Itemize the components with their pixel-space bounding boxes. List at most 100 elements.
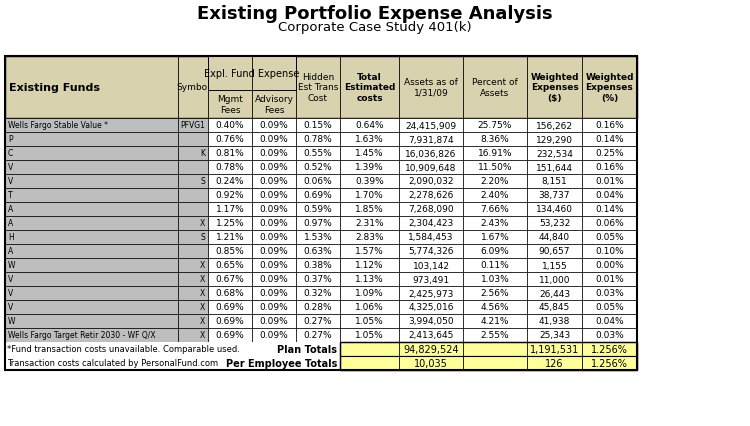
Text: 2,425,973: 2,425,973 [408, 289, 454, 298]
Text: 0.78%: 0.78% [304, 135, 332, 144]
Text: 1.05%: 1.05% [356, 317, 384, 326]
Text: 38,737: 38,737 [538, 191, 570, 200]
Text: A: A [8, 247, 14, 256]
Bar [252, 147, 296, 161]
Bar [178, 300, 208, 314]
Bar [399, 245, 463, 259]
Bar [527, 259, 582, 272]
Bar [5, 202, 178, 216]
Bar [5, 314, 178, 328]
Bar [5, 286, 178, 300]
Bar [463, 119, 527, 132]
Text: 4.21%: 4.21% [481, 317, 509, 326]
Bar [5, 132, 178, 147]
Bar [296, 216, 340, 230]
Bar [5, 328, 178, 342]
Text: 8.36%: 8.36% [481, 135, 509, 144]
Bar [296, 286, 340, 300]
Text: X: X [200, 303, 205, 312]
Bar [5, 57, 637, 119]
Bar [178, 286, 208, 300]
Text: 0.06%: 0.06% [596, 219, 624, 228]
Text: V: V [8, 289, 14, 298]
Text: 129,290: 129,290 [536, 135, 573, 144]
Text: Assets as of
1/31/09: Assets as of 1/31/09 [404, 78, 458, 98]
Bar [5, 230, 178, 245]
Bar [296, 230, 340, 245]
Bar [463, 328, 527, 342]
Text: 0.11%: 0.11% [481, 261, 509, 270]
Bar [463, 132, 527, 147]
Text: 3,994,050: 3,994,050 [408, 317, 454, 326]
Text: 1.12%: 1.12% [356, 261, 384, 270]
Text: Plan Totals: Plan Totals [277, 344, 337, 354]
Text: 0.10%: 0.10% [596, 247, 624, 256]
Bar [399, 314, 463, 328]
Bar [582, 230, 637, 245]
Text: 0.05%: 0.05% [596, 303, 624, 312]
Text: 25,343: 25,343 [538, 331, 570, 340]
Bar [5, 259, 178, 272]
Bar [340, 147, 399, 161]
Text: 1,584,453: 1,584,453 [408, 233, 454, 242]
Text: 0.32%: 0.32% [304, 289, 332, 298]
Bar [296, 259, 340, 272]
Text: 24,415,909: 24,415,909 [406, 121, 457, 130]
Bar [527, 175, 582, 189]
Bar [340, 132, 399, 147]
Bar [208, 286, 252, 300]
Text: 0.68%: 0.68% [216, 289, 244, 298]
Text: 0.09%: 0.09% [260, 205, 288, 214]
Bar [399, 147, 463, 161]
Text: 0.03%: 0.03% [596, 331, 624, 340]
Text: X: X [200, 289, 205, 298]
Text: 2.55%: 2.55% [481, 331, 509, 340]
Bar [208, 189, 252, 202]
Bar [296, 202, 340, 216]
Text: 5,774,326: 5,774,326 [408, 247, 454, 256]
Bar [582, 189, 637, 202]
Bar [527, 328, 582, 342]
Bar [340, 119, 399, 132]
Bar [5, 272, 178, 286]
Bar [582, 286, 637, 300]
Text: 10,035: 10,035 [414, 358, 448, 368]
Text: 0.97%: 0.97% [304, 219, 332, 228]
Text: 0.65%: 0.65% [216, 261, 244, 270]
Bar [340, 328, 399, 342]
Text: 0.81%: 0.81% [216, 149, 244, 158]
Text: 45,845: 45,845 [538, 303, 570, 312]
Bar [340, 300, 399, 314]
Bar [296, 132, 340, 147]
Text: Advisory
Fees: Advisory Fees [254, 95, 293, 115]
Text: 53,232: 53,232 [538, 219, 570, 228]
Text: 0.04%: 0.04% [596, 191, 624, 200]
Text: 0.09%: 0.09% [260, 331, 288, 340]
Bar [340, 216, 399, 230]
Bar [252, 132, 296, 147]
Text: 41,938: 41,938 [538, 317, 570, 326]
Bar [252, 161, 296, 175]
Text: 0.27%: 0.27% [304, 331, 332, 340]
Bar [527, 314, 582, 328]
Text: 0.67%: 0.67% [216, 275, 244, 284]
Text: *Fund transaction costs unavailable. Comparable used.: *Fund transaction costs unavailable. Com… [7, 345, 240, 354]
Text: W: W [8, 261, 16, 270]
Bar [208, 175, 252, 189]
Text: 0.55%: 0.55% [304, 149, 332, 158]
Text: Percent of
Assets: Percent of Assets [472, 78, 518, 98]
Text: PFVG1: PFVG1 [180, 121, 205, 130]
Text: 1.256%: 1.256% [591, 344, 628, 354]
Bar [208, 132, 252, 147]
Bar [463, 314, 527, 328]
Bar [340, 161, 399, 175]
Bar [399, 286, 463, 300]
Text: 2.83%: 2.83% [356, 233, 384, 242]
Text: 103,142: 103,142 [413, 261, 449, 270]
Bar [178, 245, 208, 259]
Text: 94,829,524: 94,829,524 [404, 344, 459, 354]
Bar [463, 147, 527, 161]
Bar [527, 147, 582, 161]
Bar [252, 314, 296, 328]
Bar [296, 245, 340, 259]
